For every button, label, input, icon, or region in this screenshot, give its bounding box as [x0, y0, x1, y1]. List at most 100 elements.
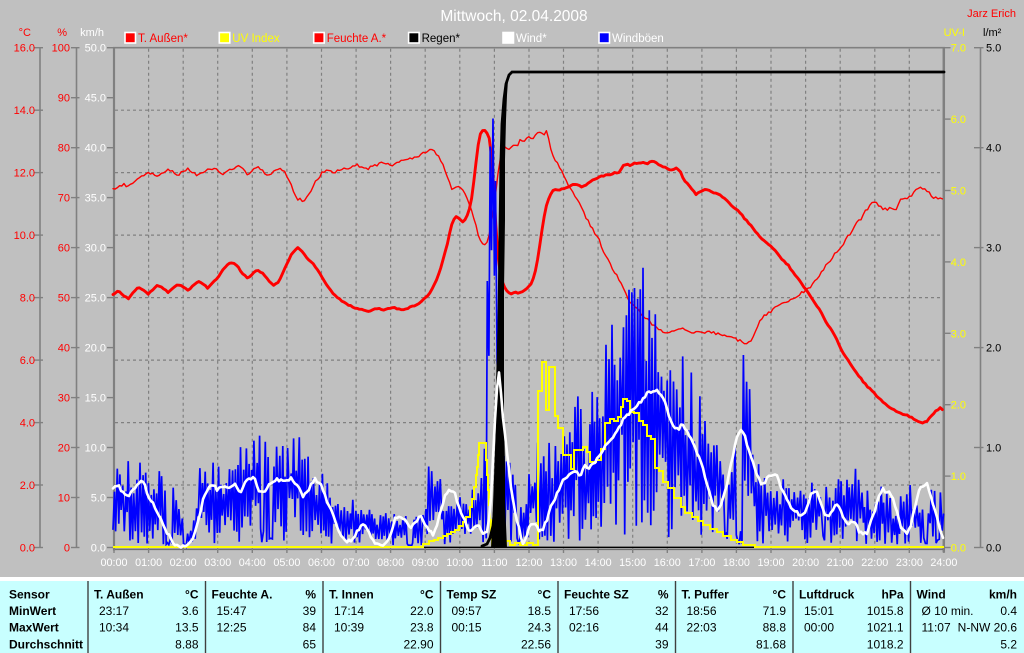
svg-text:70: 70 [58, 193, 70, 205]
svg-text:l/m²: l/m² [983, 27, 1002, 39]
svg-text:UV-I: UV-I [944, 27, 965, 39]
svg-text:km/h: km/h [989, 588, 1017, 602]
svg-text:21:00: 21:00 [827, 557, 854, 569]
svg-text:23:17: 23:17 [99, 604, 129, 618]
svg-text:°C: °C [773, 588, 787, 602]
svg-text:14.0: 14.0 [14, 105, 35, 117]
svg-text:0.0: 0.0 [20, 543, 35, 555]
svg-text:18:00: 18:00 [723, 557, 750, 569]
svg-text:3.6: 3.6 [182, 604, 199, 618]
svg-text:84: 84 [303, 621, 317, 635]
svg-text:15:00: 15:00 [619, 557, 646, 569]
svg-text:25.0: 25.0 [85, 293, 106, 305]
svg-text:12.0: 12.0 [14, 168, 35, 180]
svg-text:5.0: 5.0 [91, 493, 106, 505]
svg-text:18.5: 18.5 [528, 604, 552, 618]
svg-text:8.0: 8.0 [20, 293, 35, 305]
svg-text:Luftdruck: Luftdruck [799, 588, 855, 602]
svg-text:17:14: 17:14 [334, 604, 364, 618]
svg-text:0.0: 0.0 [986, 543, 1001, 555]
svg-text:Wind*: Wind* [516, 33, 547, 45]
svg-text:30.0: 30.0 [85, 243, 106, 255]
svg-text:2.0: 2.0 [20, 480, 35, 492]
svg-text:24:00: 24:00 [930, 557, 957, 569]
svg-text:23:00: 23:00 [896, 557, 923, 569]
svg-text:11:00: 11:00 [481, 557, 507, 569]
svg-text:10:00: 10:00 [446, 557, 473, 569]
svg-text:3.0: 3.0 [951, 328, 966, 340]
svg-text:23.8: 23.8 [410, 621, 434, 635]
svg-text:22:03: 22:03 [687, 621, 717, 635]
svg-text:22.56: 22.56 [521, 638, 551, 652]
svg-text:0.0: 0.0 [951, 543, 966, 555]
svg-text:0.4: 0.4 [1000, 604, 1017, 618]
svg-text:Wind: Wind [917, 588, 946, 602]
svg-text:Feuchte A.: Feuchte A. [212, 588, 273, 602]
svg-text:Feuchte A.*: Feuchte A.* [327, 33, 387, 45]
svg-text:3.0: 3.0 [986, 243, 1001, 255]
svg-text:%: % [305, 588, 316, 602]
svg-text:10.0: 10.0 [14, 230, 35, 242]
svg-text:16.0: 16.0 [14, 43, 35, 55]
svg-text:03:00: 03:00 [204, 557, 231, 569]
svg-text:T. Puffer: T. Puffer [682, 588, 730, 602]
svg-text:45.0: 45.0 [85, 93, 106, 105]
svg-text:km/h: km/h [80, 27, 104, 39]
svg-text:13.5: 13.5 [175, 621, 199, 635]
svg-text:7.0: 7.0 [951, 43, 966, 55]
svg-text:MinWert: MinWert [9, 604, 56, 618]
svg-text:Durchschnitt: Durchschnitt [9, 638, 83, 652]
svg-text:20:00: 20:00 [792, 557, 819, 569]
svg-text:09:57: 09:57 [452, 604, 482, 618]
svg-text:02:00: 02:00 [170, 557, 197, 569]
svg-text:10.0: 10.0 [85, 443, 106, 455]
svg-text:Feuchte SZ: Feuchte SZ [564, 588, 629, 602]
svg-text:00:00: 00:00 [804, 621, 834, 635]
svg-text:0.0: 0.0 [91, 543, 106, 555]
svg-text:5.2: 5.2 [1000, 638, 1017, 652]
svg-text:35.0: 35.0 [85, 193, 106, 205]
svg-text:00:15: 00:15 [452, 621, 482, 635]
svg-text:Sensor: Sensor [9, 588, 50, 602]
svg-text:T. Innen: T. Innen [329, 588, 374, 602]
svg-text:4.0: 4.0 [20, 418, 35, 430]
svg-text:24.3: 24.3 [528, 621, 552, 635]
svg-text:02:16: 02:16 [569, 621, 599, 635]
svg-text:Jarz Erich: Jarz Erich [967, 8, 1016, 20]
svg-text:09:00: 09:00 [412, 557, 439, 569]
svg-text:Ø 10 min.: Ø 10 min. [922, 604, 974, 618]
svg-text:°C: °C [185, 588, 199, 602]
svg-text:T. Außen*: T. Außen* [138, 33, 188, 45]
svg-text:5.0: 5.0 [986, 43, 1001, 55]
svg-text:04:00: 04:00 [239, 557, 266, 569]
svg-text:Mittwoch, 02.04.2008: Mittwoch, 02.04.2008 [440, 8, 587, 25]
svg-text:32: 32 [655, 604, 669, 618]
svg-text:50.0: 50.0 [85, 43, 106, 55]
svg-text:4.0: 4.0 [986, 143, 1001, 155]
svg-text:90: 90 [58, 93, 70, 105]
svg-text:hPa: hPa [881, 588, 903, 602]
svg-text:50: 50 [58, 293, 70, 305]
svg-text:17:56: 17:56 [569, 604, 599, 618]
svg-text:5.0: 5.0 [951, 186, 966, 198]
svg-text:MaxWert: MaxWert [9, 621, 59, 635]
svg-text:22:00: 22:00 [861, 557, 888, 569]
svg-text:UV Index: UV Index [232, 33, 280, 45]
svg-text:Windböen: Windböen [612, 33, 664, 45]
svg-text:Temp SZ: Temp SZ [447, 588, 497, 602]
svg-text:100: 100 [52, 43, 70, 55]
svg-text:06:00: 06:00 [308, 557, 335, 569]
svg-text:40.0: 40.0 [85, 143, 106, 155]
svg-text:14:00: 14:00 [585, 557, 612, 569]
svg-text:15:47: 15:47 [217, 604, 247, 618]
svg-text:60: 60 [58, 243, 70, 255]
svg-text:18:56: 18:56 [687, 604, 717, 618]
svg-text:22.90: 22.90 [403, 638, 433, 652]
svg-text:2.0: 2.0 [986, 343, 1001, 355]
svg-text:°C: °C [420, 588, 434, 602]
svg-text:0: 0 [64, 543, 70, 555]
svg-text:12:00: 12:00 [515, 557, 542, 569]
svg-text:8.88: 8.88 [175, 638, 199, 652]
svg-text:17:00: 17:00 [688, 557, 715, 569]
svg-text:12:25: 12:25 [217, 621, 247, 635]
